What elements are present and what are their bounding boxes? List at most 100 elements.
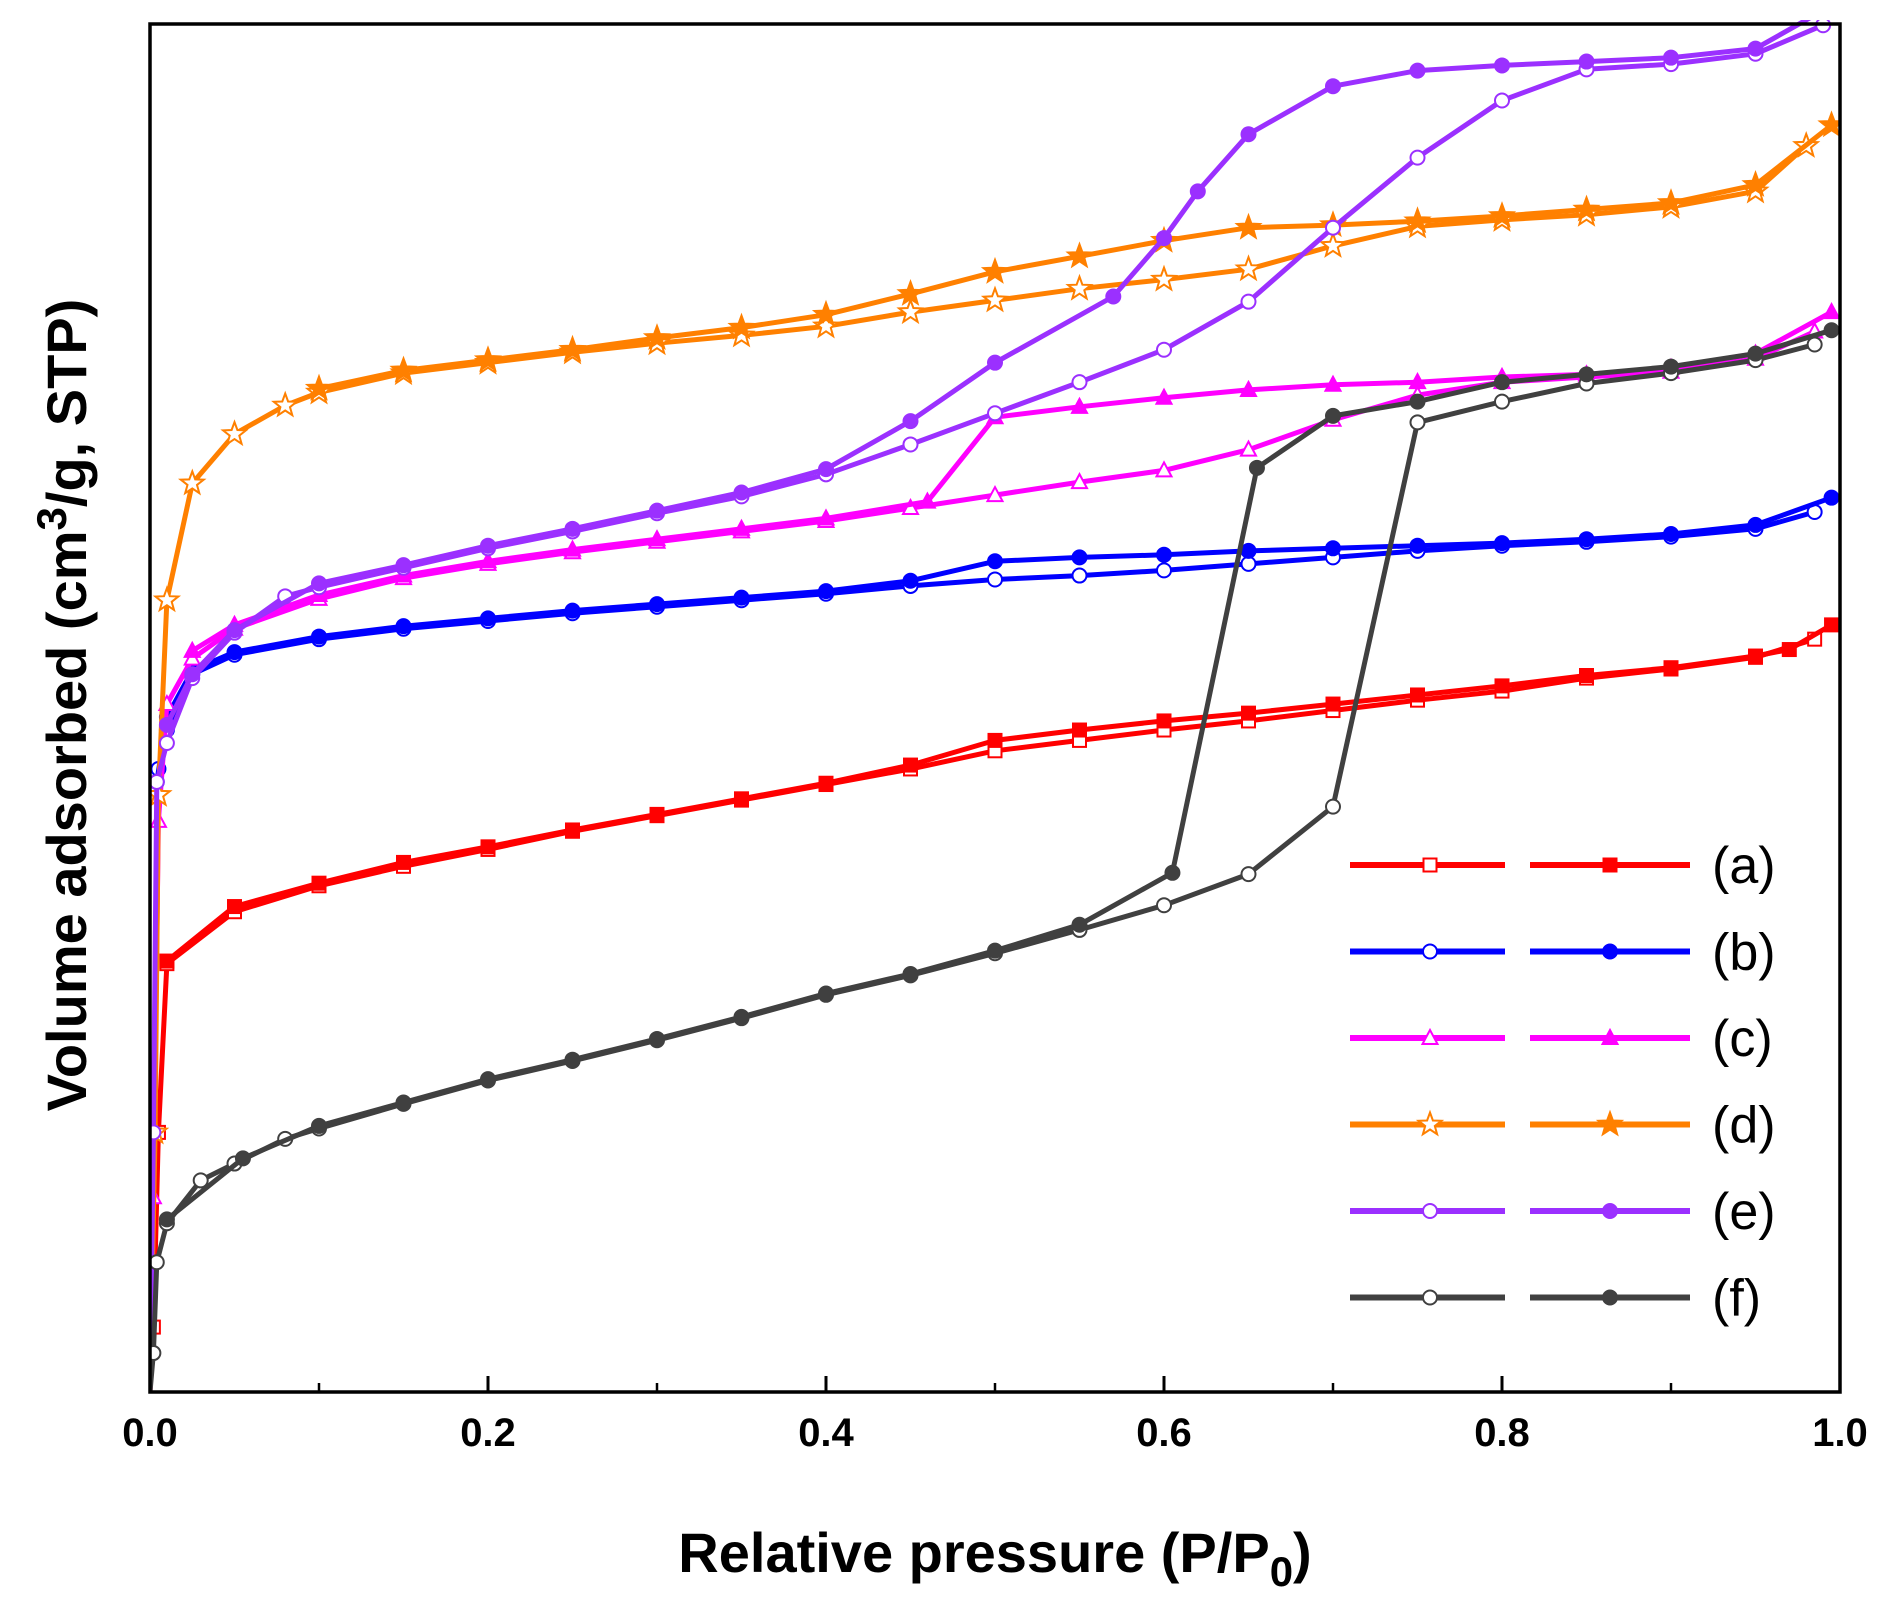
data-point-desorption [395,557,412,574]
series-4 [150,20,1832,1392]
data-point-desorption [649,596,665,613]
data-point-desorption [1156,546,1172,563]
data-point-desorption [159,953,175,969]
data-point-adsorption [985,484,1005,503]
data-point-adsorption [1154,460,1174,478]
data-point-desorption [1240,126,1257,143]
data-point-desorption [649,1030,665,1047]
data-point-adsorption [1325,798,1341,815]
data-point-desorption [818,985,834,1002]
data-point-adsorption [896,297,925,325]
data-point-desorption [902,413,919,430]
data-point-desorption [987,553,1003,570]
data-point-desorption [896,278,925,306]
y-axis-title-end: /g, STP) [35,299,98,507]
series-line-desorption [164,622,1834,964]
data-point-desorption [1105,288,1122,305]
data-point-desorption [734,791,749,807]
data-point-desorption [1071,916,1088,933]
x-tick-label: 0.8 [1474,1411,1530,1455]
data-point-desorption [1572,194,1601,222]
data-point-desorption [727,312,756,340]
data-point-desorption [1241,705,1256,721]
series-2 [150,301,1840,1392]
data-point-adsorption [1409,414,1426,431]
data-point-desorption [1663,526,1679,543]
data-point-desorption [1663,660,1679,676]
series-line-adsorption [150,22,1826,1392]
data-point-desorption [1248,459,1265,476]
series-line-adsorption [150,143,1809,1392]
data-point-desorption [1164,864,1181,881]
data-point-desorption [311,875,327,891]
data-point-desorption [1747,345,1764,362]
data-point-desorption [226,622,243,639]
data-point-desorption [389,355,418,383]
data-point-desorption [1817,110,1840,138]
legend-label: (b) [1712,924,1776,982]
data-point-adsorption [1240,866,1257,883]
data-point-desorption [1239,379,1258,397]
data-point-desorption [980,256,1010,284]
data-point-adsorption [1065,273,1094,301]
data-point-adsorption [727,320,756,348]
data-point-adsorption [811,311,841,339]
data-point-desorption [649,806,665,822]
data-point-desorption [902,572,919,589]
series-0 [150,617,1840,1392]
data-point-desorption [1747,40,1764,57]
data-point-desorption [811,299,841,327]
data-point-desorption [818,583,834,600]
data-point-desorption [1656,188,1686,216]
data-point-desorption [183,640,202,658]
data-point-adsorption [271,390,300,418]
data-point-adsorption [1494,92,1510,109]
legend-item: (a) [1350,837,1776,895]
data-point-desorption [903,757,918,773]
legend-marker-open [1422,1289,1438,1306]
data-point-desorption [1156,713,1172,729]
legend-label: (f) [1712,1270,1761,1328]
data-point-desorption [902,966,919,983]
data-point-desorption [1741,169,1770,197]
data-point-adsorption [1318,230,1348,258]
y-axis-title: Volume adsorbed (cm3/g, STP) [28,299,98,1112]
data-point-desorption [818,775,834,791]
data-point-desorption [564,520,581,537]
data-point-adsorption [987,571,1003,588]
data-point-desorption [987,354,1003,371]
data-point-desorption [226,644,243,661]
data-point-desorption [480,610,496,627]
legend-item: (c) [1350,1010,1773,1068]
legend-marker-open [1415,1109,1445,1137]
data-point-desorption [1663,49,1679,66]
data-point-desorption [1747,516,1764,533]
data-point-desorption [565,822,580,838]
data-point-desorption [1781,642,1797,658]
data-point-adsorption [1240,293,1257,310]
data-point-desorption [816,508,836,526]
data-point-desorption [1325,696,1341,712]
data-point-adsorption [987,405,1003,422]
data-point-adsorption [980,285,1010,313]
data-point-desorption [1325,78,1341,95]
y-axis-title-superscript: 3 [28,507,75,530]
data-point-desorption [478,551,498,569]
data-point-desorption [1156,230,1172,247]
legend-marker-filled [1602,1203,1618,1219]
data-point-adsorption [152,585,182,613]
data-point-desorption [1487,201,1517,229]
data-point-desorption [1323,374,1343,392]
data-point-desorption [1494,57,1510,74]
data-point-desorption [1409,537,1426,554]
data-point-desorption [1579,668,1594,684]
data-point-desorption [1410,687,1425,703]
data-point-desorption [311,575,327,592]
data-point-desorption [158,716,175,733]
plot-frame [148,22,1842,1394]
data-point-desorption [563,539,582,557]
x-tick-label: 0.0 [122,1411,178,1455]
data-point-desorption [647,529,667,547]
data-point-desorption [234,1150,251,1167]
data-point-desorption [1240,542,1257,559]
